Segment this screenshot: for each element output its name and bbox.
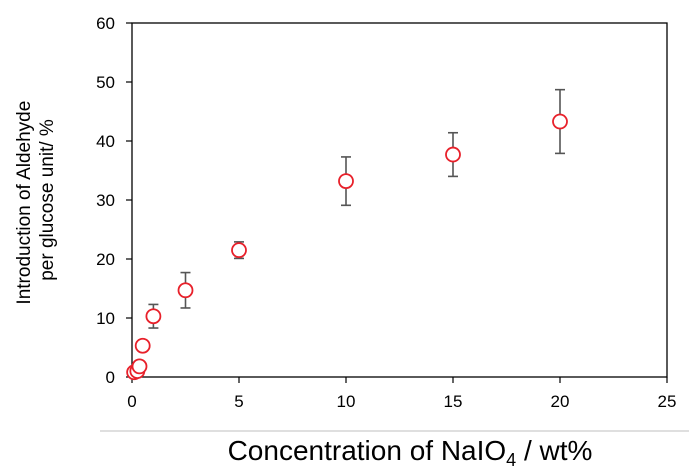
x-tick-label: 20 — [551, 392, 570, 411]
x-axis-label-unit: / wt% — [516, 435, 592, 466]
x-tick-label: 0 — [127, 392, 136, 411]
data-point — [145, 308, 162, 325]
y-tick-label: 60 — [96, 14, 115, 33]
x-axis: 0 5 10 15 20 25 — [127, 377, 676, 411]
error-bars — [148, 88, 565, 329]
x-tick-label: 15 — [444, 392, 463, 411]
y-tick-label: 40 — [96, 132, 115, 151]
y-tick-label: 30 — [96, 191, 115, 210]
data-point — [338, 173, 354, 190]
y-tick-label: 50 — [96, 73, 115, 92]
y-axis: 0 10 20 30 40 50 60 — [96, 14, 132, 387]
x-tick-label: 5 — [234, 392, 243, 411]
plot-frame — [131, 22, 668, 378]
data-point — [134, 337, 151, 354]
x-axis-label-subscript: 4 — [506, 450, 516, 468]
y-tick-label: 0 — [106, 368, 115, 387]
y-tick-label: 20 — [96, 250, 115, 269]
x-tick-label: 25 — [658, 392, 677, 411]
data-point — [177, 282, 194, 299]
y-axis-label-line-1: Introduction of Aldehyde — [14, 101, 35, 305]
x-axis-label: Concentration of NaIO4 / wt% — [228, 435, 593, 468]
data-point — [231, 242, 247, 259]
data-point — [131, 358, 148, 375]
x-axis-label-main: Concentration of NaIO — [228, 435, 507, 466]
y-tick-label: 10 — [96, 309, 115, 328]
x-tick-label: 10 — [337, 392, 356, 411]
y-axis-label-line-2: per glucose unit/ % — [37, 119, 58, 281]
y-axis-label: Introduction of Aldehyde per glucose uni… — [14, 95, 58, 304]
data-points — [126, 113, 568, 381]
data-point — [552, 113, 568, 130]
data-point — [445, 146, 461, 163]
